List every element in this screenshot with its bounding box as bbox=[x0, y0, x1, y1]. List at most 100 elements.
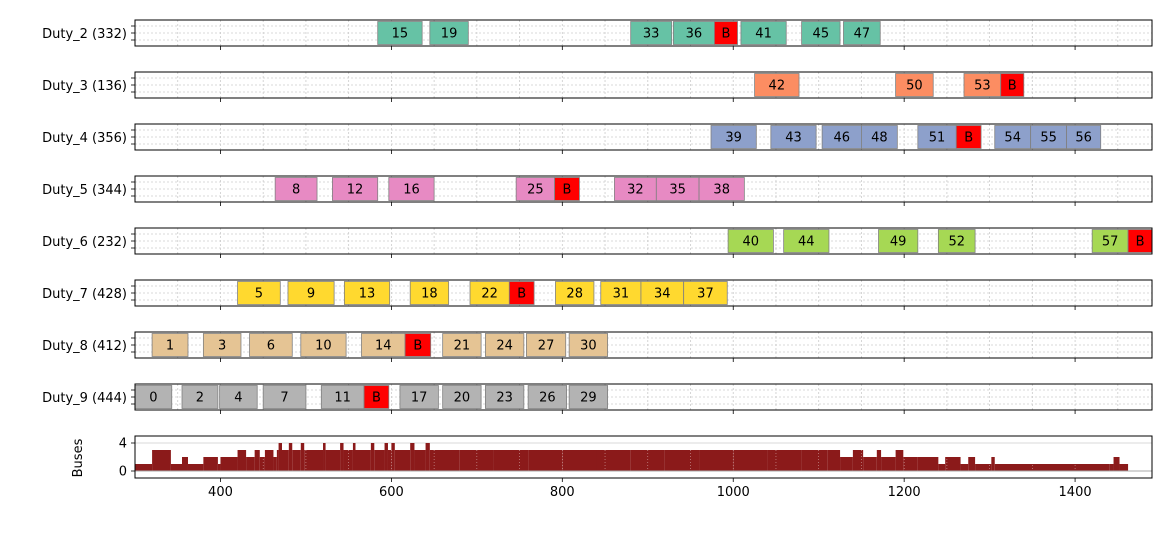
buses-frame bbox=[134, 435, 1153, 479]
buses-bar bbox=[135, 464, 153, 471]
task-label: 15 bbox=[392, 27, 409, 42]
task-label: 54 bbox=[1004, 131, 1021, 146]
task-label: 3 bbox=[218, 339, 226, 354]
task-label: 56 bbox=[1075, 131, 1092, 146]
buses-bar bbox=[217, 464, 221, 471]
task-label: 40 bbox=[742, 235, 759, 250]
task-label: 22 bbox=[481, 287, 498, 302]
task-bar bbox=[740, 21, 787, 45]
buses-bar bbox=[203, 457, 218, 471]
row-label: Duty_3 (136) bbox=[42, 79, 127, 94]
task-bar bbox=[484, 385, 525, 409]
x-tick-label: 1000 bbox=[717, 485, 750, 500]
buses-bar bbox=[994, 464, 1110, 471]
break-label: B bbox=[964, 131, 973, 146]
task-bar bbox=[861, 125, 898, 149]
buses-bar bbox=[827, 450, 841, 471]
task-bar bbox=[727, 229, 774, 253]
buses-bar bbox=[187, 464, 204, 471]
task-label: 17 bbox=[411, 391, 428, 406]
task-label: 19 bbox=[441, 27, 458, 42]
task-label: 0 bbox=[149, 391, 157, 406]
task-label: 18 bbox=[421, 287, 438, 302]
task-label: 11 bbox=[334, 391, 351, 406]
buses-bar bbox=[852, 450, 864, 471]
buses-bar bbox=[903, 457, 918, 471]
buses-bar bbox=[264, 450, 274, 471]
row-label: Duty_6 (232) bbox=[42, 235, 127, 250]
buses-bar bbox=[975, 464, 992, 471]
task-bar bbox=[630, 21, 673, 45]
task-label: 12 bbox=[347, 183, 364, 198]
task-bar bbox=[484, 333, 525, 357]
task-label: 24 bbox=[496, 339, 513, 354]
buses-bar bbox=[493, 450, 529, 471]
task-label: 34 bbox=[654, 287, 671, 302]
buses-bar bbox=[699, 450, 734, 471]
task-bar bbox=[237, 281, 281, 305]
task-label: 10 bbox=[315, 339, 332, 354]
row-label: Duty_5 (344) bbox=[42, 183, 127, 198]
task-label: 23 bbox=[496, 391, 513, 406]
task-label: 26 bbox=[539, 391, 556, 406]
task-label: 13 bbox=[359, 287, 376, 302]
task-bar bbox=[399, 385, 439, 409]
task-bar bbox=[262, 385, 307, 409]
x-tick-label: 400 bbox=[208, 485, 233, 500]
task-label: 4 bbox=[234, 391, 242, 406]
task-bar bbox=[202, 333, 242, 357]
task-label: 9 bbox=[307, 287, 315, 302]
task-bar bbox=[878, 229, 919, 253]
break-bar bbox=[714, 21, 738, 45]
task-label: 45 bbox=[813, 27, 830, 42]
buses-bar bbox=[876, 450, 882, 471]
task-label: 32 bbox=[627, 183, 644, 198]
task-bar bbox=[937, 229, 976, 253]
task-label: 50 bbox=[906, 79, 923, 94]
buses-bar bbox=[292, 450, 301, 471]
task-bar bbox=[343, 281, 391, 305]
buses-bar bbox=[355, 450, 371, 471]
task-bar bbox=[274, 177, 318, 201]
buses-bar bbox=[1113, 457, 1120, 471]
task-label: 30 bbox=[580, 339, 597, 354]
buses-bar bbox=[374, 450, 385, 471]
buses-bar bbox=[394, 450, 411, 471]
task-bar bbox=[801, 21, 841, 45]
task-label: 5 bbox=[255, 287, 263, 302]
task-bar bbox=[1066, 125, 1102, 149]
task-label: 48 bbox=[871, 131, 888, 146]
task-bar bbox=[710, 125, 757, 149]
buses-bar bbox=[801, 450, 828, 471]
task-bar bbox=[783, 229, 830, 253]
break-label: B bbox=[1008, 79, 1017, 94]
buses-bar bbox=[733, 450, 768, 471]
buses-bar bbox=[1109, 464, 1114, 471]
buses-bar bbox=[840, 457, 853, 471]
buses-bar bbox=[1119, 464, 1129, 471]
row-label: Duty_2 (332) bbox=[42, 27, 127, 42]
buses-bar bbox=[917, 457, 939, 471]
task-label: 16 bbox=[403, 183, 420, 198]
task-bar bbox=[568, 333, 609, 357]
task-label: 39 bbox=[725, 131, 742, 146]
break-label: B bbox=[722, 27, 731, 42]
task-label: 14 bbox=[375, 339, 392, 354]
task-bar bbox=[249, 333, 293, 357]
task-bar bbox=[429, 21, 469, 45]
task-bar bbox=[555, 281, 595, 305]
buses-bar bbox=[664, 450, 700, 471]
task-bar bbox=[219, 385, 258, 409]
buses-bar bbox=[630, 450, 665, 471]
buses-bar bbox=[938, 464, 946, 471]
buses-bar bbox=[968, 457, 976, 471]
x-tick-label: 1200 bbox=[888, 485, 921, 500]
row-label: Duty_7 (428) bbox=[42, 287, 127, 302]
buses-bar bbox=[459, 450, 494, 471]
buses-bar bbox=[288, 443, 293, 471]
task-bar bbox=[754, 73, 800, 97]
task-bar bbox=[568, 385, 609, 409]
buses-bar bbox=[152, 450, 171, 471]
